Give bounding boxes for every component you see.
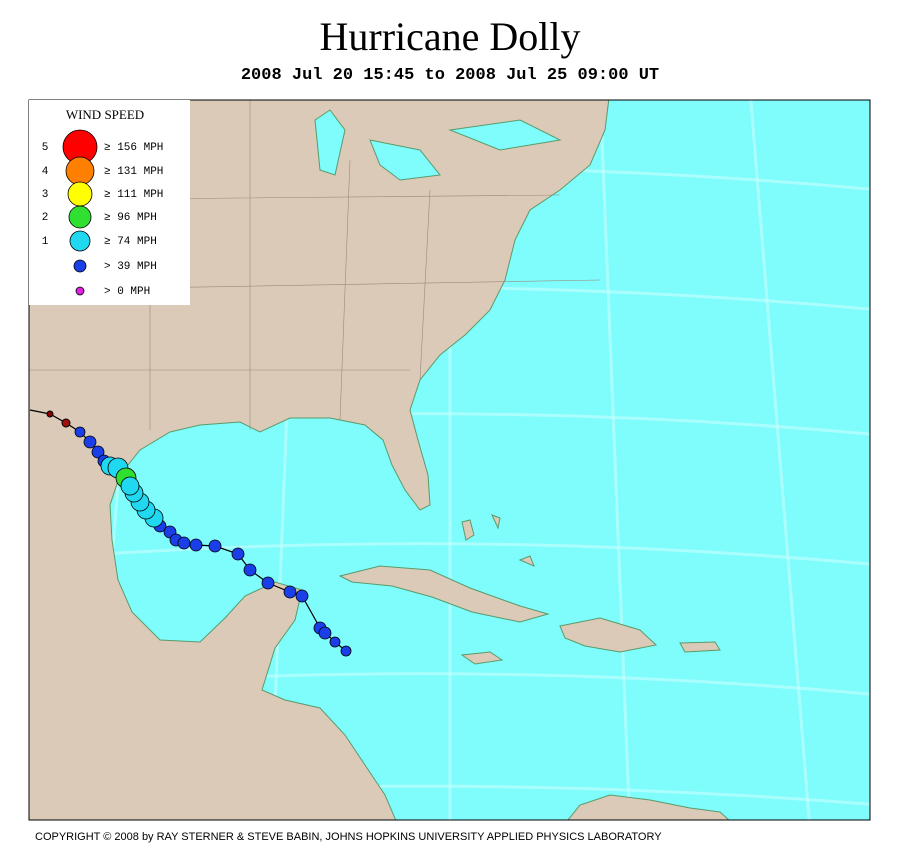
legend-label: ≥ 96 MPH: [104, 212, 157, 224]
legend-label: > 39 MPH: [104, 261, 157, 273]
storm-track: [29, 409, 352, 657]
puerto-rico: [679, 641, 721, 653]
bahamas: [461, 514, 535, 567]
legend-category: 3: [42, 189, 49, 201]
legend-box: [29, 100, 190, 305]
legend-swatch: [67, 181, 93, 207]
track-point: [177, 536, 191, 550]
track-point: [83, 435, 97, 449]
legend-category: 2: [42, 212, 49, 224]
subtitle: 2008 Jul 20 15:45 to 2008 Jul 25 09:00 U…: [241, 66, 659, 85]
track-point: [261, 576, 275, 590]
track-point: [120, 476, 140, 496]
jamaica: [460, 651, 504, 665]
track-point: [340, 645, 352, 657]
legend-swatch: [65, 156, 95, 186]
track-point: [46, 410, 54, 418]
track-point: [283, 585, 297, 599]
legend-label: ≥ 74 MPH: [104, 236, 157, 248]
track-point: [91, 445, 105, 459]
legend-label: ≥ 131 MPH: [104, 166, 163, 178]
legend-swatch: [73, 259, 87, 273]
track-point: [208, 539, 222, 553]
legend-category: 5: [42, 142, 49, 154]
legend-label: ≥ 156 MPH: [104, 142, 163, 154]
legend-label: ≥ 111 MPH: [104, 189, 163, 201]
track-point: [231, 547, 245, 561]
lake: [314, 109, 562, 181]
legend: 5 ≥ 156 MPH 4 ≥ 131 MPH 3 ≥ 111 MPH 2 ≥ 96 MPH 1…: [42, 129, 163, 298]
title: Hurricane Dolly: [319, 14, 580, 59]
legend-label: > 0 MPH: [104, 286, 150, 298]
cuba: [338, 565, 550, 623]
track-point: [189, 538, 203, 552]
legend-swatch: [75, 286, 85, 296]
track-point: [318, 626, 332, 640]
legend-title: WIND SPEED: [66, 107, 144, 122]
legend-category: 4: [42, 166, 49, 178]
map-frame: [28, 99, 871, 821]
track-point: [295, 589, 309, 603]
track-point: [61, 418, 71, 428]
legend-swatch: [68, 205, 92, 229]
south-america: [567, 794, 730, 820]
hispaniola: [559, 617, 658, 653]
track-point: [74, 426, 86, 438]
legend-swatch: [69, 230, 91, 252]
track-point: [243, 563, 257, 577]
copyright: COPYRIGHT © 2008 by RAY STERNER & STEVE …: [35, 831, 662, 843]
legend-category: 1: [42, 236, 49, 248]
track-point: [329, 636, 341, 648]
